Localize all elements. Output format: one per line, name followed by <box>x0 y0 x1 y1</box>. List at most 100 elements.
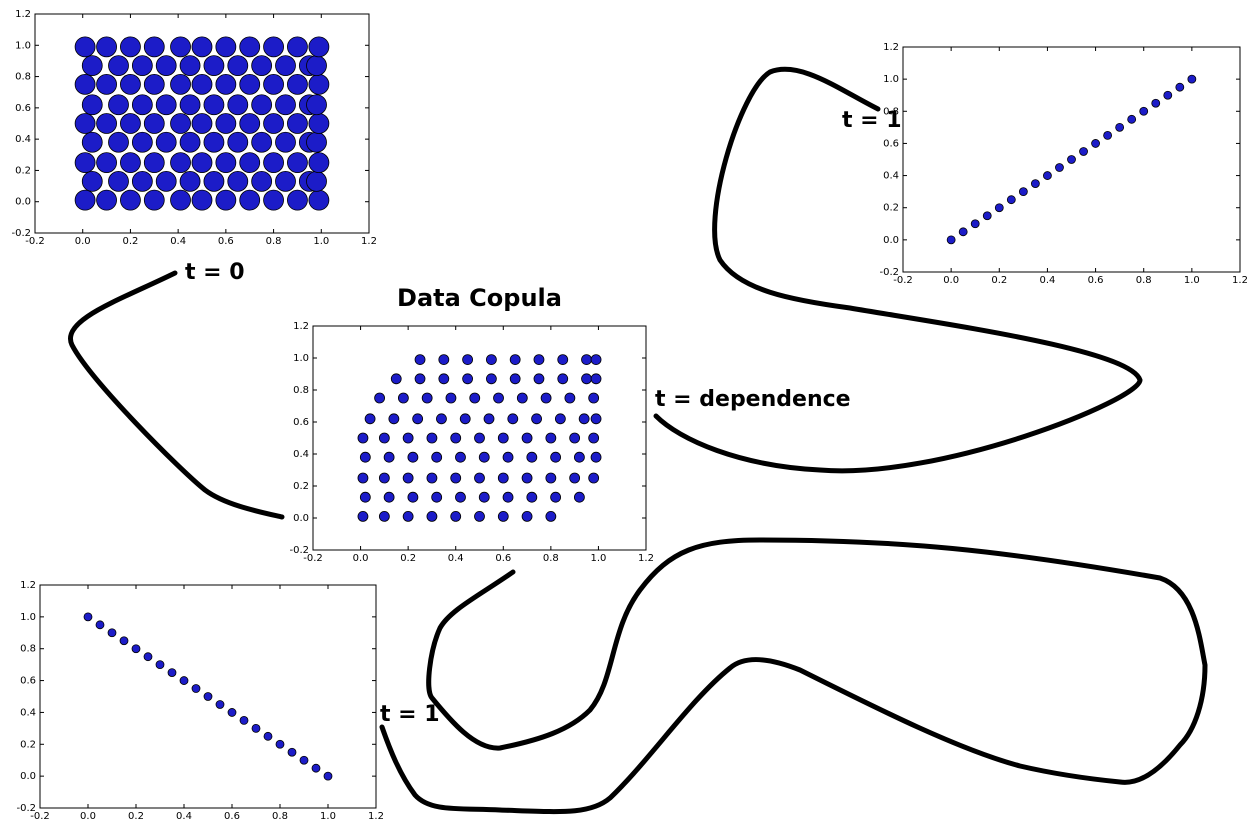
y-tick-label: 0.2 <box>20 739 36 750</box>
point <box>143 36 165 58</box>
y-tick-label: 0.6 <box>883 138 899 149</box>
point <box>414 373 426 385</box>
point <box>308 152 330 174</box>
chart: -0.2 0.0 0.2 0.4 0.6 0.8 1.0 1.2 -0.2 0.0 0.2 0.4 0.… <box>16 580 383 822</box>
point <box>1079 147 1088 156</box>
point <box>108 55 129 77</box>
point <box>1055 163 1064 172</box>
point <box>474 432 485 444</box>
point <box>383 491 395 503</box>
connector-curve <box>653 66 1143 474</box>
point <box>287 113 308 134</box>
point <box>994 203 1004 213</box>
point <box>521 472 533 484</box>
point <box>239 152 261 174</box>
point <box>402 511 414 522</box>
y-tick-label: -0.2 <box>11 228 31 239</box>
annotation: t = dependence <box>655 387 851 412</box>
point <box>275 739 285 749</box>
point <box>131 170 153 192</box>
point <box>436 413 447 425</box>
point <box>74 152 96 174</box>
connector-curve <box>68 270 285 520</box>
point <box>1139 106 1149 116</box>
point <box>170 73 191 95</box>
y-tick-label: 0.0 <box>883 235 899 246</box>
y-tick-label: -0.2 <box>289 545 309 556</box>
point <box>108 131 129 153</box>
point <box>170 113 191 134</box>
point <box>497 511 509 522</box>
y-tick-label: 1.0 <box>20 612 36 623</box>
point <box>455 451 466 463</box>
point <box>1043 171 1052 180</box>
point <box>120 36 141 58</box>
point <box>412 413 424 425</box>
x-tick-label: 0.6 <box>218 236 234 247</box>
y-tick-label: -0.2 <box>879 267 899 278</box>
point <box>287 747 297 757</box>
point <box>462 373 474 385</box>
point <box>215 152 237 174</box>
point <box>431 451 443 463</box>
point <box>308 36 330 58</box>
x-tick-label: 0.6 <box>224 811 240 822</box>
annotation: t = 1 <box>842 108 902 133</box>
x-tick-label: 1.0 <box>1184 275 1200 286</box>
point <box>308 73 330 95</box>
point <box>155 94 177 116</box>
point <box>191 189 213 211</box>
point <box>203 170 225 192</box>
y-tick-label: 1.2 <box>883 42 899 53</box>
point <box>550 491 562 503</box>
x-tick-label: 0.0 <box>353 553 369 564</box>
x-tick-label: 0.8 <box>272 811 288 822</box>
point <box>357 472 369 484</box>
point <box>227 170 249 192</box>
y-tick-label: 0.8 <box>883 106 899 117</box>
annotation: t = 0 <box>185 260 245 285</box>
point <box>478 491 490 503</box>
point <box>1175 82 1185 92</box>
point <box>143 152 165 174</box>
point <box>378 472 390 484</box>
point <box>462 354 474 366</box>
point <box>509 373 521 385</box>
point <box>578 413 590 425</box>
point <box>590 354 602 366</box>
point <box>359 451 371 463</box>
point <box>545 511 557 522</box>
point <box>107 628 117 638</box>
x-tick-label: 0.2 <box>400 553 416 564</box>
point <box>455 491 466 503</box>
point <box>397 392 409 404</box>
point <box>557 354 569 366</box>
y-tick-label: 0.4 <box>15 134 31 145</box>
y-tick-label: 1.2 <box>20 580 36 591</box>
point <box>545 432 557 444</box>
point <box>96 73 117 95</box>
point <box>263 73 284 95</box>
point <box>569 432 581 444</box>
point <box>287 73 308 95</box>
y-tick-label: 1.0 <box>15 40 31 51</box>
point <box>533 354 545 366</box>
point <box>590 451 602 463</box>
point <box>215 113 237 134</box>
y-tick-label: 0.4 <box>20 707 36 718</box>
point <box>521 432 533 444</box>
point <box>108 170 129 192</box>
point <box>227 131 249 153</box>
x-tick-label: 1.0 <box>590 553 606 564</box>
x-tick-label: 1.2 <box>638 553 654 564</box>
point <box>1006 195 1016 205</box>
point <box>251 723 261 733</box>
point <box>263 113 284 134</box>
point <box>251 131 273 153</box>
point <box>1067 155 1076 164</box>
point <box>1115 122 1125 132</box>
y-tick-label: 0.0 <box>15 197 31 208</box>
chart: -0.2 0.0 0.2 0.4 0.6 0.8 1.0 1.2 -0.2 0.0 0.2 0.4 0.… <box>11 9 376 247</box>
y-tick-label: 0.2 <box>883 203 899 214</box>
point <box>299 755 309 765</box>
